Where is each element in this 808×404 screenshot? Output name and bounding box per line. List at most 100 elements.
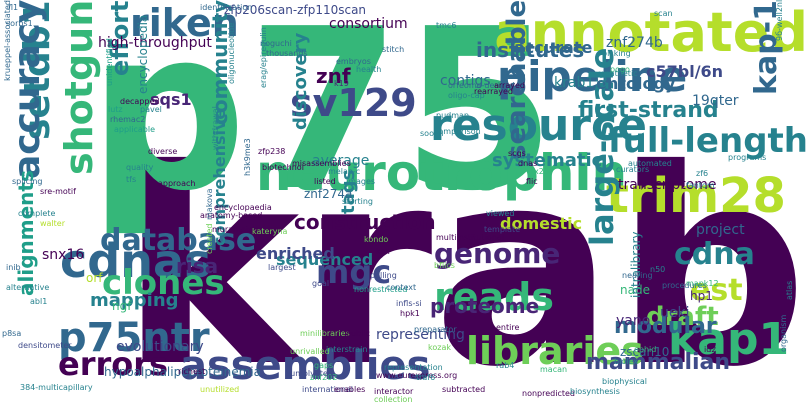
- cloud-word: yano: [616, 313, 651, 329]
- cloud-word: polling: [370, 271, 397, 280]
- cloud-word: ophid: [634, 345, 657, 354]
- cloud-word: withdrawal: [211, 106, 220, 150]
- cloud-word: oligo-cap: [448, 91, 485, 100]
- cloud-word: enriched: [256, 244, 335, 263]
- cloud-word: proteome: [430, 294, 540, 318]
- cloud-word: identification: [200, 3, 253, 12]
- cloud-word: dnas: [518, 159, 538, 168]
- cloud-word: sqs1: [150, 90, 192, 109]
- cloud-word: encyclopaedia: [214, 203, 272, 212]
- cloud-word: sorbs1: [6, 19, 33, 28]
- cloud-word: rab4: [496, 361, 515, 370]
- cloud-word: krab1:3: [554, 75, 608, 91]
- cloud-word: accurate: [514, 38, 593, 57]
- cloud-word: kateryna: [252, 227, 288, 236]
- cloud-word: largest: [268, 263, 296, 272]
- cloud-word: tfs: [126, 175, 137, 184]
- cloud-word: 384-multicapillary: [20, 383, 93, 392]
- cloud-word: stitch: [382, 45, 405, 54]
- cloud-word: krab: [119, 111, 808, 404]
- cloud-word: procedures: [662, 281, 707, 290]
- cloud-word: discovery: [290, 32, 311, 130]
- cloud-word: znf274a: [304, 187, 353, 201]
- cloud-word: database: [100, 223, 257, 258]
- cloud-word: orfeome-derived: [448, 81, 515, 90]
- cloud-word: kozak: [428, 343, 451, 352]
- cloud-word: mammalian: [586, 350, 731, 375]
- cloud-word: programs: [728, 153, 767, 162]
- cloud-word: p8sa: [2, 329, 22, 338]
- cloud-word: consortium: [329, 16, 408, 32]
- cloud-word: rhemac2: [110, 115, 146, 124]
- cloud-word: lutz: [108, 105, 123, 114]
- cloud-word: pipeline: [497, 52, 688, 101]
- cloud-word: noguchi: [260, 39, 292, 48]
- cloud-word: approach: [158, 179, 196, 188]
- cloud-word: embryos: [336, 57, 371, 66]
- cloud-word: risa: [176, 254, 219, 278]
- cloud-word: starting: [342, 197, 374, 206]
- cloud-word: riken: [130, 1, 239, 45]
- cloud-word: clones: [102, 263, 225, 303]
- cloud-word: ngf: [112, 299, 132, 313]
- cloud-word: thousands: [266, 49, 308, 58]
- cloud-word: biosynthesis: [570, 387, 620, 396]
- cloud-word: interactor: [374, 387, 414, 396]
- cloud-word: project: [696, 222, 745, 238]
- cloud-word: systematic: [492, 150, 603, 171]
- cloud-word: viewed: [486, 209, 515, 218]
- cloud-word: errors: [58, 345, 169, 383]
- cloud-word: unrivalled: [290, 347, 330, 356]
- cloud-word: fantom: [686, 181, 715, 190]
- cloud-word: preparator: [414, 325, 457, 334]
- cloud-word: domestic: [500, 214, 583, 233]
- cloud-word: orf: [86, 271, 103, 285]
- cloud-word: representing: [376, 327, 465, 343]
- cloud-word: libraries: [466, 329, 644, 373]
- cloud-word: muramatsu: [212, 225, 259, 234]
- cloud-word: annotated: [494, 1, 808, 64]
- cloud-word: anatomy-based: [200, 211, 263, 220]
- cloud-word: context: [386, 283, 417, 292]
- cloud-word: kap1: [668, 314, 790, 365]
- cloud-word: abl1: [30, 297, 48, 306]
- cloud-word: health: [356, 65, 382, 74]
- cloud-word: institutes: [476, 38, 585, 62]
- cloud-word: sequenced: [276, 250, 374, 269]
- cloud-word: splicing: [12, 177, 43, 186]
- cloud-word: arrayed: [494, 81, 525, 90]
- cloud-word: hp1: [690, 289, 713, 303]
- cloud-word: x28: [534, 167, 549, 176]
- cloud-word: mapk12: [686, 279, 719, 288]
- cloud-word: makova: [205, 188, 214, 220]
- cloud-word: sv129: [290, 81, 417, 125]
- cloud-word: est: [690, 273, 743, 308]
- cloud-word: pavel: [140, 105, 162, 114]
- cloud-word: krueppel-associated: [3, 0, 12, 81]
- cloud-word: first-strand: [578, 98, 719, 123]
- cloud-word: sumolyated: [286, 369, 333, 378]
- cloud-word: cdna: [674, 237, 755, 272]
- cloud-word: infls-si: [396, 299, 422, 308]
- cloud-word: nonrestricted: [354, 285, 408, 294]
- cloud-word: complete: [18, 209, 56, 218]
- cloud-word: applicable: [114, 125, 156, 134]
- cloud-word: comparison: [434, 127, 481, 136]
- cloud-word: traf6: [416, 373, 436, 382]
- cloud-word: nonpredicted: [522, 389, 575, 398]
- cloud-word: atlas: [785, 280, 794, 300]
- cloud-word: collection: [374, 395, 413, 404]
- cloud-word: average: [312, 153, 370, 169]
- cloud-word: trim28: [606, 168, 786, 224]
- cloud-word: modular: [614, 314, 717, 339]
- cloud-word: znf: [316, 64, 351, 88]
- cloud-word: transcriptome: [618, 177, 717, 193]
- cloud-word: evolutionary: [116, 339, 204, 355]
- cloud-word: created: [205, 223, 214, 254]
- cloud-word: hypoalphalipoproteinemia: [104, 365, 261, 379]
- cloud-word: quality: [126, 163, 154, 172]
- cloud-word: subtracted: [442, 385, 486, 394]
- cloud-word: minilibraries: [300, 329, 350, 338]
- cloud-word: listed: [314, 177, 336, 186]
- cloud-word: melan-c: [328, 167, 361, 176]
